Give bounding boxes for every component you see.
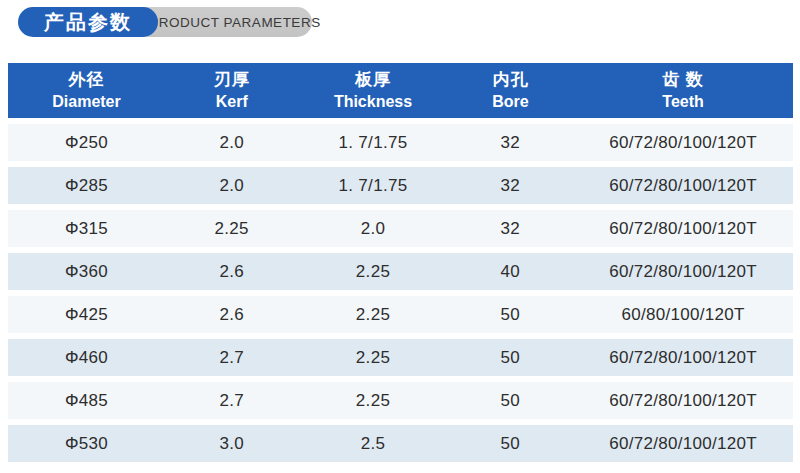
cell-thickness: 2.0 <box>298 219 447 239</box>
header-bore-zh: 内孔 <box>492 70 528 90</box>
header-teeth-en: Teeth <box>662 92 703 111</box>
cell-diameter: Φ460 <box>8 348 165 368</box>
table-row: Φ250 2.0 1. 7/1.75 32 60/72/80/100/120T <box>8 124 793 161</box>
cell-teeth: 60/72/80/100/120T <box>573 434 793 454</box>
spec-table-header: 外径 Diameter 刃厚 Kerf 板厚 Thickness 内孔 Bore… <box>8 63 793 118</box>
spec-table: 外径 Diameter 刃厚 Kerf 板厚 Thickness 内孔 Bore… <box>8 63 793 462</box>
cell-bore: 32 <box>448 219 574 239</box>
cell-teeth: 60/72/80/100/120T <box>573 262 793 282</box>
table-row: Φ530 3.0 2.5 50 60/72/80/100/120T <box>8 425 793 462</box>
header-kerf-en: Kerf <box>216 92 248 111</box>
cell-thickness: 2.25 <box>298 348 447 368</box>
table-row: Φ285 2.0 1. 7/1.75 32 60/72/80/100/120T <box>8 167 793 204</box>
header-diameter-zh: 外径 <box>69 70 105 90</box>
product-parameters-badge: PRODUCT PARAMETERS 产品参数 <box>0 0 800 44</box>
cell-diameter: Φ425 <box>8 305 165 325</box>
cell-teeth: 60/72/80/100/120T <box>573 219 793 239</box>
cell-kerf: 2.7 <box>165 348 298 368</box>
cell-bore: 40 <box>448 262 574 282</box>
table-row: Φ460 2.7 2.25 50 60/72/80/100/120T <box>8 339 793 376</box>
cell-kerf: 2.6 <box>165 262 298 282</box>
header-teeth-zh: 齿 数 <box>662 70 704 90</box>
cell-teeth: 60/72/80/100/120T <box>573 176 793 196</box>
badge-chinese-label: 产品参数 <box>44 9 132 36</box>
cell-diameter: Φ250 <box>8 133 165 153</box>
cell-kerf: 2.0 <box>165 176 298 196</box>
cell-thickness: 2.25 <box>298 262 447 282</box>
cell-diameter: Φ285 <box>8 176 165 196</box>
cell-bore: 32 <box>448 176 574 196</box>
cell-bore: 50 <box>448 348 574 368</box>
cell-diameter: Φ360 <box>8 262 165 282</box>
cell-thickness: 2.5 <box>298 434 447 454</box>
cell-thickness: 1. 7/1.75 <box>298 133 447 153</box>
badge-english-label: PRODUCT PARAMETERS <box>149 15 320 30</box>
table-row: Φ485 2.7 2.25 50 60/72/80/100/120T <box>8 382 793 419</box>
cell-kerf: 3.0 <box>165 434 298 454</box>
cell-bore: 50 <box>448 305 574 325</box>
cell-kerf: 2.0 <box>165 133 298 153</box>
cell-thickness: 2.25 <box>298 305 447 325</box>
header-diameter-en: Diameter <box>52 92 120 111</box>
cell-kerf: 2.25 <box>165 219 298 239</box>
header-cell-bore: 内孔 Bore <box>448 70 574 111</box>
table-row: Φ360 2.6 2.25 40 60/72/80/100/120T <box>8 253 793 290</box>
cell-kerf: 2.7 <box>165 391 298 411</box>
cell-teeth: 60/72/80/100/120T <box>573 133 793 153</box>
header-bore-en: Bore <box>492 92 528 111</box>
header-cell-kerf: 刃厚 Kerf <box>165 70 298 111</box>
table-row: Φ425 2.6 2.25 50 60/80/100/120T <box>8 296 793 333</box>
table-row: Φ315 2.25 2.0 32 60/72/80/100/120T <box>8 210 793 247</box>
cell-thickness: 2.25 <box>298 391 447 411</box>
cell-bore: 32 <box>448 133 574 153</box>
cell-bore: 50 <box>448 391 574 411</box>
cell-diameter: Φ530 <box>8 434 165 454</box>
cell-bore: 50 <box>448 434 574 454</box>
header-cell-diameter: 外径 Diameter <box>8 70 165 111</box>
header-cell-teeth: 齿 数 Teeth <box>573 70 793 111</box>
cell-kerf: 2.6 <box>165 305 298 325</box>
header-cell-thickness: 板厚 Thickness <box>298 70 447 111</box>
cell-teeth: 60/72/80/100/120T <box>573 391 793 411</box>
header-thickness-en: Thickness <box>334 92 412 111</box>
cell-diameter: Φ315 <box>8 219 165 239</box>
cell-thickness: 1. 7/1.75 <box>298 176 447 196</box>
badge-chinese-pill: 产品参数 <box>18 7 158 37</box>
cell-diameter: Φ485 <box>8 391 165 411</box>
cell-teeth: 60/80/100/120T <box>573 305 793 325</box>
header-kerf-zh: 刃厚 <box>214 70 250 90</box>
cell-teeth: 60/72/80/100/120T <box>573 348 793 368</box>
header-thickness-zh: 板厚 <box>355 70 391 90</box>
